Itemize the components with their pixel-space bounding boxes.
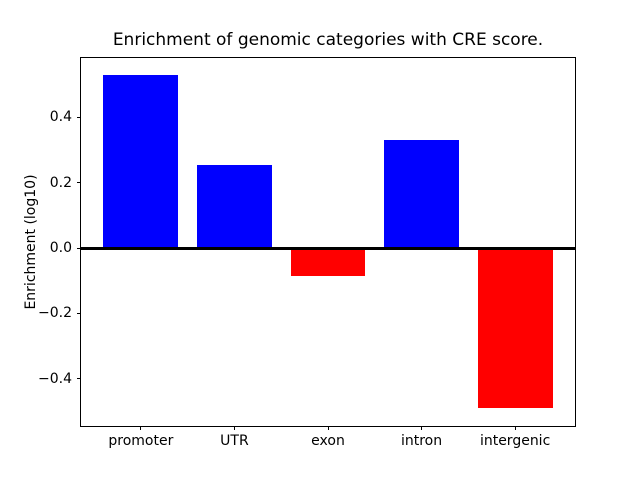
x-tick-label-intergenic: intergenic bbox=[479, 433, 551, 449]
plot-area: promoter UTR exon intron intergenic 0.4 0.2 0.0… bbox=[38, 57, 576, 448]
x-tick-label-promoter: promoter bbox=[108, 433, 174, 449]
y-tick-mark-0.2 bbox=[77, 182, 81, 184]
chart-title: Enrichment of genomic categories with CR… bbox=[112, 30, 544, 50]
y-tick-label-−0.2: −0.2 bbox=[38, 305, 72, 322]
zero-baseline bbox=[81, 246, 575, 250]
y-axis-label: Enrichment (log10) bbox=[23, 174, 39, 310]
y-tick-label-−0.4: −0.4 bbox=[38, 370, 72, 387]
bar-intergenic bbox=[477, 248, 553, 409]
x-tick-label-exon: exon bbox=[311, 433, 345, 449]
bar-promoter bbox=[103, 74, 179, 249]
y-tick-mark-−0.4 bbox=[77, 378, 81, 380]
bar-intron bbox=[384, 140, 459, 249]
x-tick-mark-intron bbox=[421, 426, 423, 430]
y-tick-label-0.4: 0.4 bbox=[49, 109, 72, 126]
x-tick-mark-UTR bbox=[233, 426, 235, 430]
y-tick-label-0.2: 0.2 bbox=[49, 174, 72, 191]
x-tick-mark-promoter bbox=[140, 426, 142, 430]
bar-UTR bbox=[197, 164, 272, 249]
bar-exon bbox=[290, 248, 366, 276]
x-tick-mark-intergenic bbox=[514, 426, 516, 430]
x-tick-label-intron: intron bbox=[400, 433, 443, 449]
y-tick-mark-0.4 bbox=[77, 116, 81, 118]
x-tick-label-UTR: UTR bbox=[220, 433, 249, 449]
x-tick-mark-exon bbox=[327, 426, 329, 430]
y-tick-mark-−0.2 bbox=[77, 312, 81, 314]
y-tick-label-0.0: 0.0 bbox=[49, 240, 72, 257]
y-tick-mark-0.0 bbox=[77, 247, 81, 249]
